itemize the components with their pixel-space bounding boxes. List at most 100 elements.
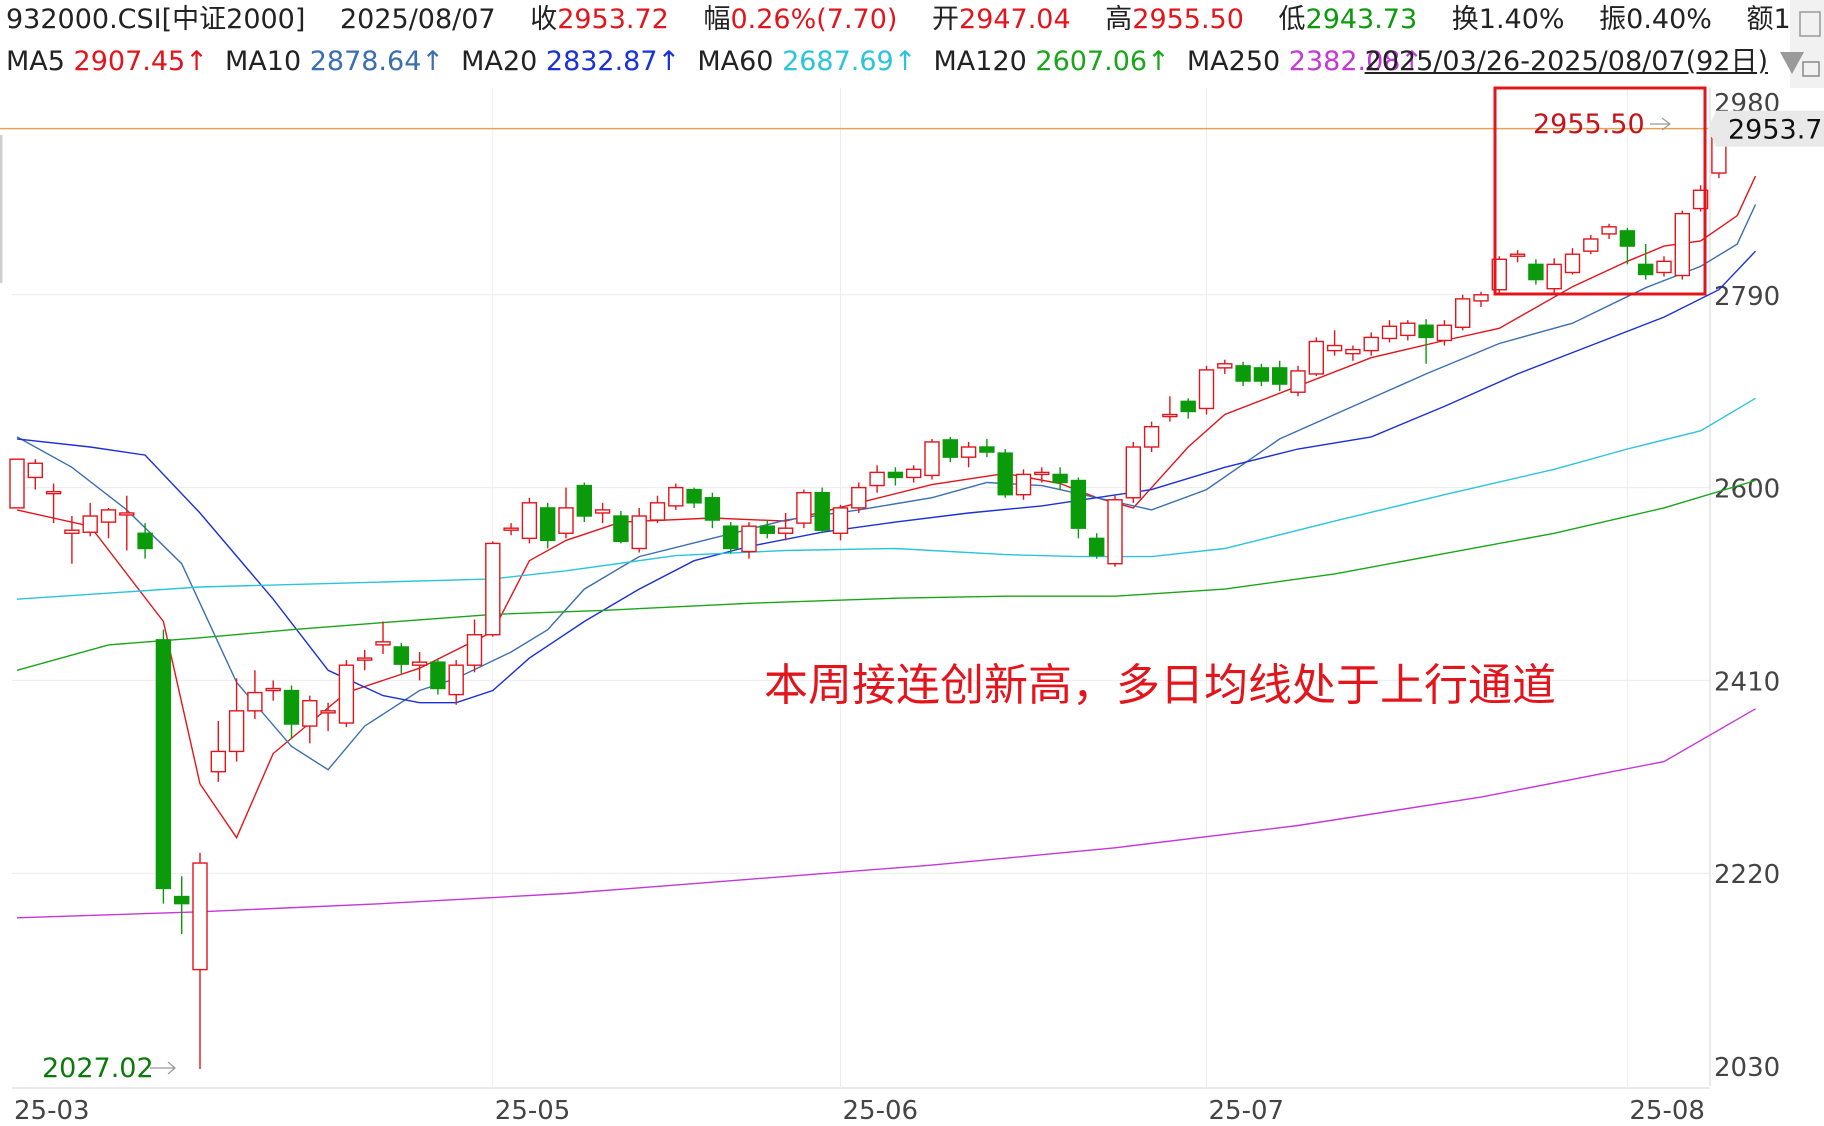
- last-price-tag-bg: [1716, 110, 1824, 147]
- candle-body: [887, 471, 904, 479]
- high-value: 2955.50: [1132, 4, 1244, 35]
- ma10-value: 2878.64↑: [309, 46, 444, 77]
- candle-body: [521, 502, 538, 540]
- y-tick-label: 2220: [1714, 860, 1780, 890]
- ma5-label[interactable]: MA5: [6, 46, 65, 77]
- candle-body: [100, 509, 117, 523]
- turnover-label: 换: [1451, 4, 1479, 35]
- candle-body: [1107, 499, 1123, 565]
- candle-body: [1235, 365, 1251, 382]
- candle-body: [320, 710, 336, 714]
- candle-body: [210, 750, 227, 773]
- candle-body: [411, 661, 428, 666]
- candle-body: [1271, 367, 1288, 385]
- candle-body: [503, 527, 519, 531]
- ma10-label[interactable]: MA10: [225, 46, 302, 77]
- ma250-label[interactable]: MA250: [1186, 46, 1281, 77]
- candle-body: [192, 862, 208, 971]
- y-tick-label: 2030: [1714, 1053, 1780, 1083]
- candle-body: [265, 687, 281, 692]
- ma60-label[interactable]: MA60: [697, 46, 774, 77]
- x-tick-label: 25-05: [495, 1096, 571, 1126]
- candle-body: [1400, 322, 1416, 337]
- ma60-value: 2687.69↑: [782, 46, 917, 77]
- last-price-tag-pointer: [1708, 110, 1716, 147]
- low-label: 低: [1278, 4, 1306, 35]
- candle-body: [430, 661, 446, 690]
- turnover-value: 1.40%: [1478, 4, 1565, 35]
- change-label: 幅: [703, 4, 731, 35]
- close-label: 收: [530, 4, 558, 35]
- min-arrow-icon: [150, 1061, 176, 1075]
- candle-body: [1162, 413, 1178, 418]
- candle-body: [1217, 363, 1233, 369]
- candle-body: [1381, 325, 1398, 340]
- candle-body: [1015, 473, 1032, 496]
- candle-body: [155, 639, 172, 890]
- candle-body: [1070, 479, 1087, 529]
- candle-body: [1637, 263, 1654, 276]
- chart-annotation: 本周接连创新高，多日均线处于上行通道: [764, 660, 1556, 711]
- candle-body: [924, 441, 940, 477]
- candle-body: [1253, 367, 1270, 382]
- candle-body: [1180, 400, 1196, 413]
- candle-body: [686, 488, 702, 504]
- candle-body: [704, 497, 721, 521]
- candle-body: [1656, 260, 1672, 274]
- candle-body: [1052, 473, 1068, 484]
- highlight-box: [1493, 86, 1707, 296]
- candle-body: [283, 689, 300, 725]
- open-label: 开: [932, 4, 960, 35]
- candle-body: [1546, 263, 1562, 290]
- candle-body: [338, 664, 355, 724]
- candle-body: [1198, 369, 1215, 410]
- candle-body: [1088, 537, 1105, 557]
- candle-body: [1290, 370, 1306, 393]
- candle-body: [1363, 336, 1379, 352]
- candle-body: [302, 699, 318, 727]
- ma120-value: 2607.06↑: [1035, 46, 1170, 77]
- candle-body: [45, 490, 62, 495]
- x-tick-label: 25-07: [1209, 1096, 1285, 1126]
- ma-line-ma250: [16, 708, 1756, 919]
- x-tick-label: 25-06: [843, 1096, 919, 1126]
- candle-body: [979, 446, 995, 453]
- candle-body: [1308, 340, 1325, 375]
- candle-body: [357, 657, 373, 661]
- candle-body: [1143, 426, 1160, 448]
- ma20-label[interactable]: MA20: [461, 46, 538, 77]
- ma120-label[interactable]: MA120: [933, 46, 1027, 77]
- dropdown-triangle-icon[interactable]: [1780, 52, 1804, 74]
- candle-body: [723, 525, 739, 550]
- candle-body: [576, 484, 592, 517]
- candle-body: [228, 710, 245, 753]
- candle-body: [1509, 253, 1526, 257]
- candle-body: [668, 486, 684, 507]
- candle-body: [759, 525, 775, 534]
- candle-body: [173, 895, 190, 905]
- y-axis-panel: [1710, 88, 1824, 1086]
- candle-body: [960, 446, 977, 458]
- y-tick-label: 2790: [1714, 282, 1780, 312]
- ma-line-ma20: [16, 250, 1757, 704]
- last-price-tag: 2953.72: [1728, 115, 1824, 146]
- amplitude-label: 振: [1599, 4, 1627, 35]
- amount-label: 额: [1746, 4, 1774, 35]
- candle-body: [1619, 230, 1636, 247]
- ma5-value: 2907.45↑: [73, 46, 208, 77]
- candle-body: [1345, 348, 1361, 355]
- candle-body: [1473, 294, 1489, 302]
- candle-body: [796, 491, 812, 524]
- candle-body: [247, 691, 263, 712]
- candle-body: [540, 507, 556, 542]
- candle-body: [1436, 324, 1453, 342]
- candle-body: [1674, 212, 1691, 277]
- index-code[interactable]: 932000.CSI[中证2000]: [6, 4, 306, 35]
- candle-body: [814, 491, 830, 531]
- date-range-selector[interactable]: 2025/03/26-2025/08/07(92日): [1364, 46, 1768, 77]
- candle-body: [82, 515, 98, 533]
- candle-body: [558, 507, 574, 534]
- candle-body: [1601, 226, 1617, 235]
- candle-body: [869, 471, 885, 487]
